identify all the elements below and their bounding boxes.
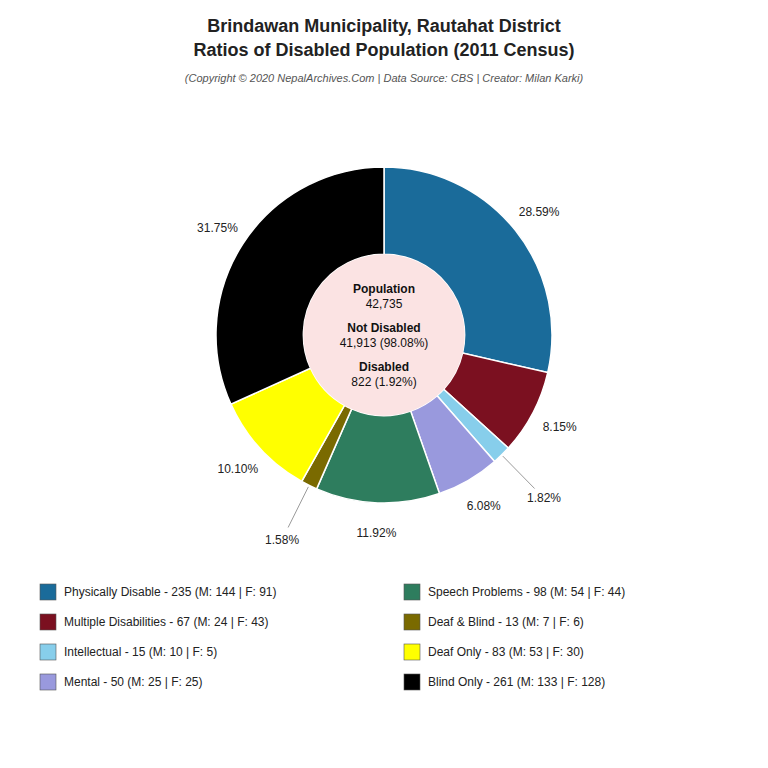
center-annotation: 42,735 — [366, 297, 403, 311]
legend-entry: Blind Only - 261 (M: 133 | F: 128) — [428, 675, 605, 689]
center-disc — [303, 254, 464, 415]
data-label: 28.59% — [519, 205, 560, 219]
legend-swatch — [40, 674, 56, 690]
data-label: 1.58% — [265, 533, 299, 547]
center-annotation: Population — [353, 282, 415, 296]
data-label: 10.10% — [217, 462, 258, 476]
legend-swatch — [40, 614, 56, 630]
title: Ratios of Disabled Population (2011 Cens… — [193, 40, 574, 60]
legend: Physically Disable - 235 (M: 144 | F: 91… — [40, 584, 625, 690]
data-label: 31.75% — [197, 221, 238, 235]
legend-entry: Deaf Only - 83 (M: 53 | F: 30) — [428, 645, 584, 659]
donut: Population42,735 Not Disabled41,913 (98.0… — [197, 167, 577, 547]
legend-entry: Physically Disable - 235 (M: 144 | F: 91… — [64, 585, 277, 599]
legend-swatch — [40, 584, 56, 600]
legend-swatch — [404, 584, 420, 600]
center-annotation: 822 (1.92%) — [351, 375, 416, 389]
legend-entry: Mental - 50 (M: 25 | F: 25) — [64, 675, 203, 689]
legend-entry: Multiple Disabilities - 67 (M: 24 | F: 4… — [64, 615, 269, 629]
leader-line — [288, 487, 308, 528]
slices — [216, 167, 552, 503]
legend-entry: Intellectual - 15 (M: 10 | F: 5) — [64, 645, 217, 659]
legend-entry: Deaf & Blind - 13 (M: 7 | F: 6) — [428, 615, 584, 629]
legend-swatch — [404, 674, 420, 690]
legend-entry: Speech Problems - 98 (M: 54 | F: 44) — [428, 585, 625, 599]
center-annotation: Disabled — [359, 360, 409, 374]
center-annotation: Not Disabled — [347, 321, 420, 335]
subtitle: (Copyright © 2020 NepalArchives.Com | Da… — [185, 72, 584, 84]
data-label: 11.92% — [357, 526, 397, 540]
leader-line — [503, 456, 535, 488]
legend-swatch — [404, 644, 420, 660]
center-annotation: 41,913 (98.08%) — [340, 336, 429, 350]
data-label: 8.15% — [543, 420, 577, 434]
title: Brindawan Municipality, Rautahat Distric… — [207, 16, 561, 36]
data-label: 6.08% — [467, 499, 501, 513]
legend-swatch — [40, 644, 56, 660]
data-label: 1.82% — [527, 491, 561, 505]
legend-swatch — [404, 614, 420, 630]
chart: Brindawan Municipality, Rautahat Distric… — [0, 0, 768, 768]
